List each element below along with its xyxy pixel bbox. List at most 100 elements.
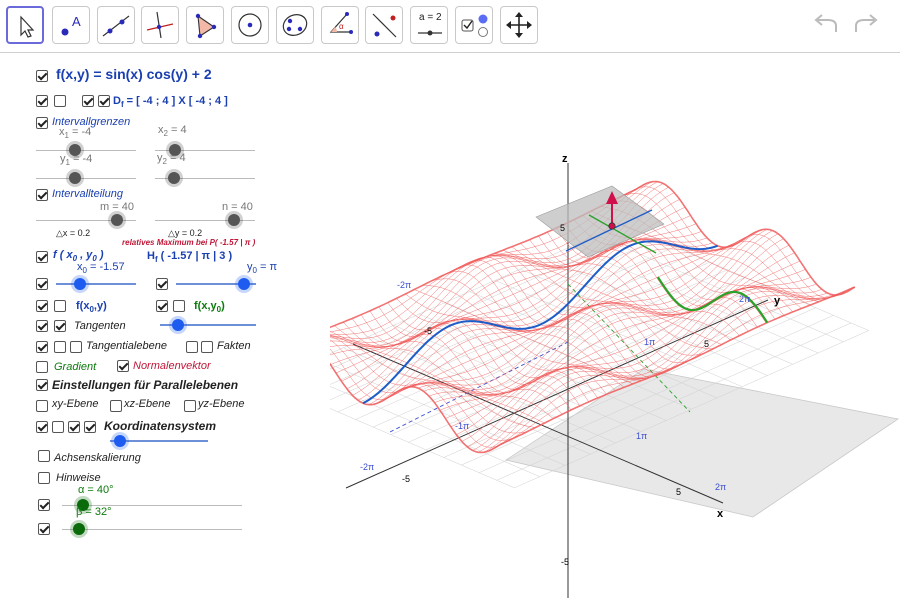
- domain-checkbox-4[interactable]: [98, 95, 110, 107]
- domain-checkbox-3[interactable]: [82, 95, 94, 107]
- f-point-a: f ( x: [53, 249, 73, 261]
- mesh-line: [476, 255, 696, 363]
- mesh-line: [489, 292, 844, 451]
- domain-checkbox-1[interactable]: [36, 95, 48, 107]
- fxy0-checkbox-2[interactable]: [173, 300, 185, 312]
- z-tick-5: 5: [560, 223, 565, 233]
- move-graphics-tool-button[interactable]: [500, 6, 538, 44]
- m-slider-track[interactable]: [36, 220, 136, 221]
- y1-label: y1 = -4: [60, 153, 92, 167]
- y-axis-dashed: [389, 341, 569, 433]
- n-slider-track[interactable]: [155, 220, 255, 221]
- tangentialebene-checkbox-1[interactable]: [36, 341, 48, 353]
- y0-checkbox[interactable]: [156, 278, 168, 290]
- polygon-icon: [195, 13, 217, 39]
- tangenten-checkbox-2[interactable]: [54, 320, 66, 332]
- intervallgrenzen-label: Intervallgrenzen: [52, 116, 131, 128]
- intervallgrenzen-checkbox[interactable]: [36, 117, 48, 129]
- y1-slider-knob[interactable]: [69, 172, 81, 184]
- beta-slider-track[interactable]: [62, 529, 242, 530]
- achsenskalierung-label: Achsenskalierung: [54, 452, 141, 464]
- tangentialebene-checkbox-3[interactable]: [70, 341, 82, 353]
- xy-ebene-checkbox[interactable]: [36, 400, 48, 412]
- mesh-line: [458, 259, 678, 375]
- x2-slider-knob[interactable]: [169, 144, 181, 156]
- domain-label: Df = [ -4 ; 4 ] X [ -4 ; 4 ]: [113, 95, 228, 109]
- koordinatensystem-checkbox-1[interactable]: [36, 421, 48, 433]
- fx0y-checkbox-1[interactable]: [36, 300, 48, 312]
- tangent-slider-track[interactable]: [160, 324, 256, 326]
- alpha-slider-knob[interactable]: [77, 499, 89, 511]
- koordinatensystem-slider-knob[interactable]: [114, 435, 126, 447]
- y0-slider-track[interactable]: [176, 283, 256, 285]
- x0-slider-knob[interactable]: [74, 278, 86, 290]
- y2-slider-knob[interactable]: [168, 172, 180, 184]
- hinweise-checkbox[interactable]: [38, 472, 50, 484]
- x0-slider-track[interactable]: [56, 283, 136, 285]
- point-checkbox[interactable]: [36, 251, 48, 263]
- yz-ebene-checkbox[interactable]: [184, 400, 196, 412]
- einstellungen-checkbox[interactable]: [36, 379, 48, 391]
- reflect-tool-button[interactable]: [365, 6, 403, 44]
- slider-tool-button[interactable]: a = 2: [410, 6, 448, 44]
- koordinatensystem-checkbox-3[interactable]: [68, 421, 80, 433]
- gradient-checkbox[interactable]: [36, 361, 48, 373]
- intervallteilung-checkbox[interactable]: [36, 189, 48, 201]
- beta-checkbox[interactable]: [38, 523, 50, 535]
- y2-slider-track[interactable]: [155, 178, 255, 179]
- tangenten-label: Tangenten: [74, 320, 126, 332]
- graphics-3d-view[interactable]: z y x 5 -5 -2π -5 1π 5 2π -1π -2π -5 1π …: [267, 52, 900, 600]
- checkbox-tool-button[interactable]: [455, 6, 493, 44]
- m-slider-knob[interactable]: [111, 214, 123, 226]
- beta-slider-knob[interactable]: [73, 523, 85, 535]
- x1-label: x1 = -4: [59, 126, 91, 140]
- mesh-line: [520, 243, 740, 336]
- undo-icon[interactable]: [812, 12, 842, 36]
- x0-value: = -1.57: [86, 261, 125, 273]
- tangent-line-blue: [565, 209, 653, 252]
- fakten-checkbox-2[interactable]: [201, 341, 213, 353]
- domain-sub: f: [120, 100, 124, 110]
- fx0y-checkbox-2[interactable]: [54, 300, 66, 312]
- xz-ebene-checkbox[interactable]: [110, 400, 122, 412]
- x2-slider-track[interactable]: [155, 150, 255, 151]
- tangentialebene-checkbox-2[interactable]: [54, 341, 66, 353]
- koordinatensystem-checkbox-4[interactable]: [84, 421, 96, 433]
- normalenvektor-checkbox[interactable]: [117, 360, 129, 372]
- move-tool-button[interactable]: [6, 6, 44, 44]
- alpha-slider-track[interactable]: [62, 505, 242, 506]
- xy-plane: [505, 368, 900, 518]
- angle-tool-button[interactable]: α: [321, 6, 359, 44]
- line-tool-button[interactable]: [97, 6, 135, 44]
- fx0y-label: f(x0,y): [76, 300, 107, 314]
- mesh-line: [618, 193, 838, 300]
- y1-slider-track[interactable]: [36, 178, 136, 179]
- tangenten-checkbox-1[interactable]: [36, 320, 48, 332]
- tangent-slider-knob[interactable]: [172, 319, 184, 331]
- mesh-line: [434, 244, 790, 403]
- n-slider-knob[interactable]: [228, 214, 240, 226]
- koordinatensystem-slider-track[interactable]: [110, 440, 208, 442]
- mesh-line: [609, 200, 829, 300]
- conic-tool-button[interactable]: [276, 6, 314, 44]
- x1-slider-knob[interactable]: [69, 144, 81, 156]
- fxy0-checkbox-1[interactable]: [156, 300, 168, 312]
- circle-tool-button[interactable]: [231, 6, 269, 44]
- surface-plot[interactable]: z y x 5 -5 -2π -5 1π 5 2π -1π -2π -5 1π …: [267, 52, 900, 600]
- achsenskalierung-checkbox[interactable]: [38, 450, 50, 462]
- alpha-checkbox[interactable]: [38, 499, 50, 511]
- polygon-tool-button[interactable]: [186, 6, 224, 44]
- fxy0-b: ): [221, 300, 225, 312]
- fakten-checkbox-1[interactable]: [186, 341, 198, 353]
- x1-slider-track[interactable]: [36, 150, 136, 151]
- x0-checkbox[interactable]: [36, 278, 48, 290]
- redo-icon[interactable]: [850, 12, 880, 36]
- y-tick-5: 5: [704, 339, 709, 349]
- koordinatensystem-checkbox-2[interactable]: [52, 421, 64, 433]
- x-axis-label: x: [717, 508, 724, 520]
- function-checkbox[interactable]: [36, 70, 48, 82]
- perpendicular-tool-button[interactable]: [141, 6, 179, 44]
- y0-slider-knob[interactable]: [238, 278, 250, 290]
- domain-checkbox-2[interactable]: [54, 95, 66, 107]
- point-tool-button[interactable]: A: [52, 6, 90, 44]
